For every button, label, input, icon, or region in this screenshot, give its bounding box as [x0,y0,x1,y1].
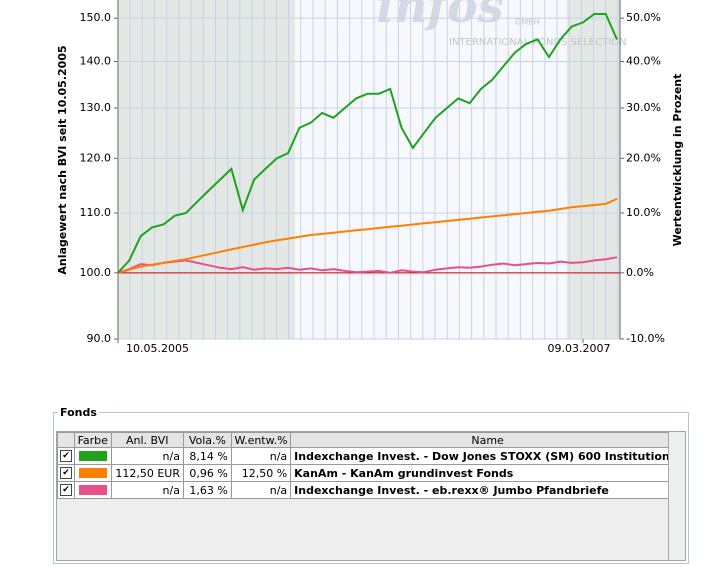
table-area: Farbe Anl. BVI Vola.% W.entw.% Name ✔ n/a 8,14 … [56,431,686,561]
column-header: Farbe [74,432,112,448]
series-line [117,13,618,274]
y2-tick-label: 10.0% [626,206,661,219]
y2-tick-label: 0.0% [626,266,654,279]
column-header: Vola.% [182,432,232,448]
watermark-line: INTERNATIONAL FONDS SELECTION [449,37,627,48]
header-row: Farbe Anl. BVI Vola.% W.entw.% Name [57,432,685,448]
series-line [117,256,618,274]
watermark: infos [376,0,503,33]
color-cell [74,481,112,499]
column-header: Name [290,432,685,448]
table-cell: n/a [230,481,292,499]
watermark-sub: GMBH [515,18,540,27]
y-tick-label: 110.0 [80,206,112,219]
header-cell [57,432,75,448]
fonds-row[interactable]: ✔ 112,50 EUR 0,96 % 12,50 % KanAm - KanAm gr… [57,464,685,482]
table-cell: 1,63 % [182,481,232,499]
scrollbar[interactable] [668,432,685,560]
x-tick-label: 10.05.2005 [126,342,189,355]
shaded-period [118,0,295,339]
chart: infos GMBH INTERNATIONAL FONDS SELECTION… [56,0,684,355]
color-swatch [79,451,107,461]
fonds-table: Farbe Anl. BVI Vola.% W.entw.% Name ✔ n/a 8,14 … [57,432,685,499]
column-header: W.entw.% [230,432,292,448]
y-tick-label: 90.0 [87,332,112,345]
table-cell: KanAm - KanAm grundinvest Fonds [290,464,685,482]
y2-axis-title: Wertentwicklung in Prozent [671,74,684,247]
y2-tick-label: 50.0% [626,11,661,24]
y-tick-label: 120.0 [80,151,112,164]
color-cell [74,447,112,465]
y-tick-label: 130.0 [80,101,112,114]
y-tick-label: 140.0 [80,54,112,67]
y-tick-label: 150.0 [80,11,112,24]
table-cell: n/a [230,447,292,465]
color-cell [74,464,112,482]
y2-tick-label: 20.0% [626,151,661,164]
y2-tick-label: 30.0% [626,101,661,114]
checkbox-cell[interactable]: ✔ [57,464,75,482]
checkbox[interactable]: ✔ [60,484,72,496]
series-line [117,197,618,274]
checkbox-cell[interactable]: ✔ [57,447,75,465]
table-cell: 8,14 % [182,447,232,465]
panel-title: Fonds [58,406,99,419]
table-cell: Indexchange Invest. - Dow Jones STOXX (S… [290,447,685,465]
y2-tick-label: -10.0% [626,332,665,345]
y-axis-title: Anlagewert nach BVI seit 10.05.2005 [56,45,69,274]
x-tick-label: 09.03.2007 [547,342,610,355]
table-cell: 112,50 EUR [110,464,184,482]
y-tick-label: 100.0 [80,266,112,279]
table-cell: Indexchange Invest. - eb.rexx® Jumbo Pfa… [290,481,685,499]
fonds-panel: Fonds Farbe Anl. BVI Vola.% W.entw.% Name ✔ n/… [53,406,689,564]
y2-tick-label: 40.0% [626,54,661,67]
table-cell: 12,50 % [230,464,292,482]
fonds-row[interactable]: ✔ n/a 8,14 % n/a Indexchange Invest. - Dow J… [57,447,685,465]
table-cell: n/a [110,447,184,465]
fonds-row[interactable]: ✔ n/a 1,63 % n/a Indexchange Invest. - eb.re… [57,481,685,499]
vertical-grid [129,0,619,339]
table-cell: n/a [110,481,184,499]
color-swatch [79,485,107,495]
table-cell: 0,96 % [182,464,232,482]
checkbox[interactable]: ✔ [60,467,72,479]
column-header: Anl. BVI [110,432,184,448]
checkbox[interactable]: ✔ [60,450,72,462]
color-swatch [79,468,107,478]
checkbox-cell[interactable]: ✔ [57,481,75,499]
